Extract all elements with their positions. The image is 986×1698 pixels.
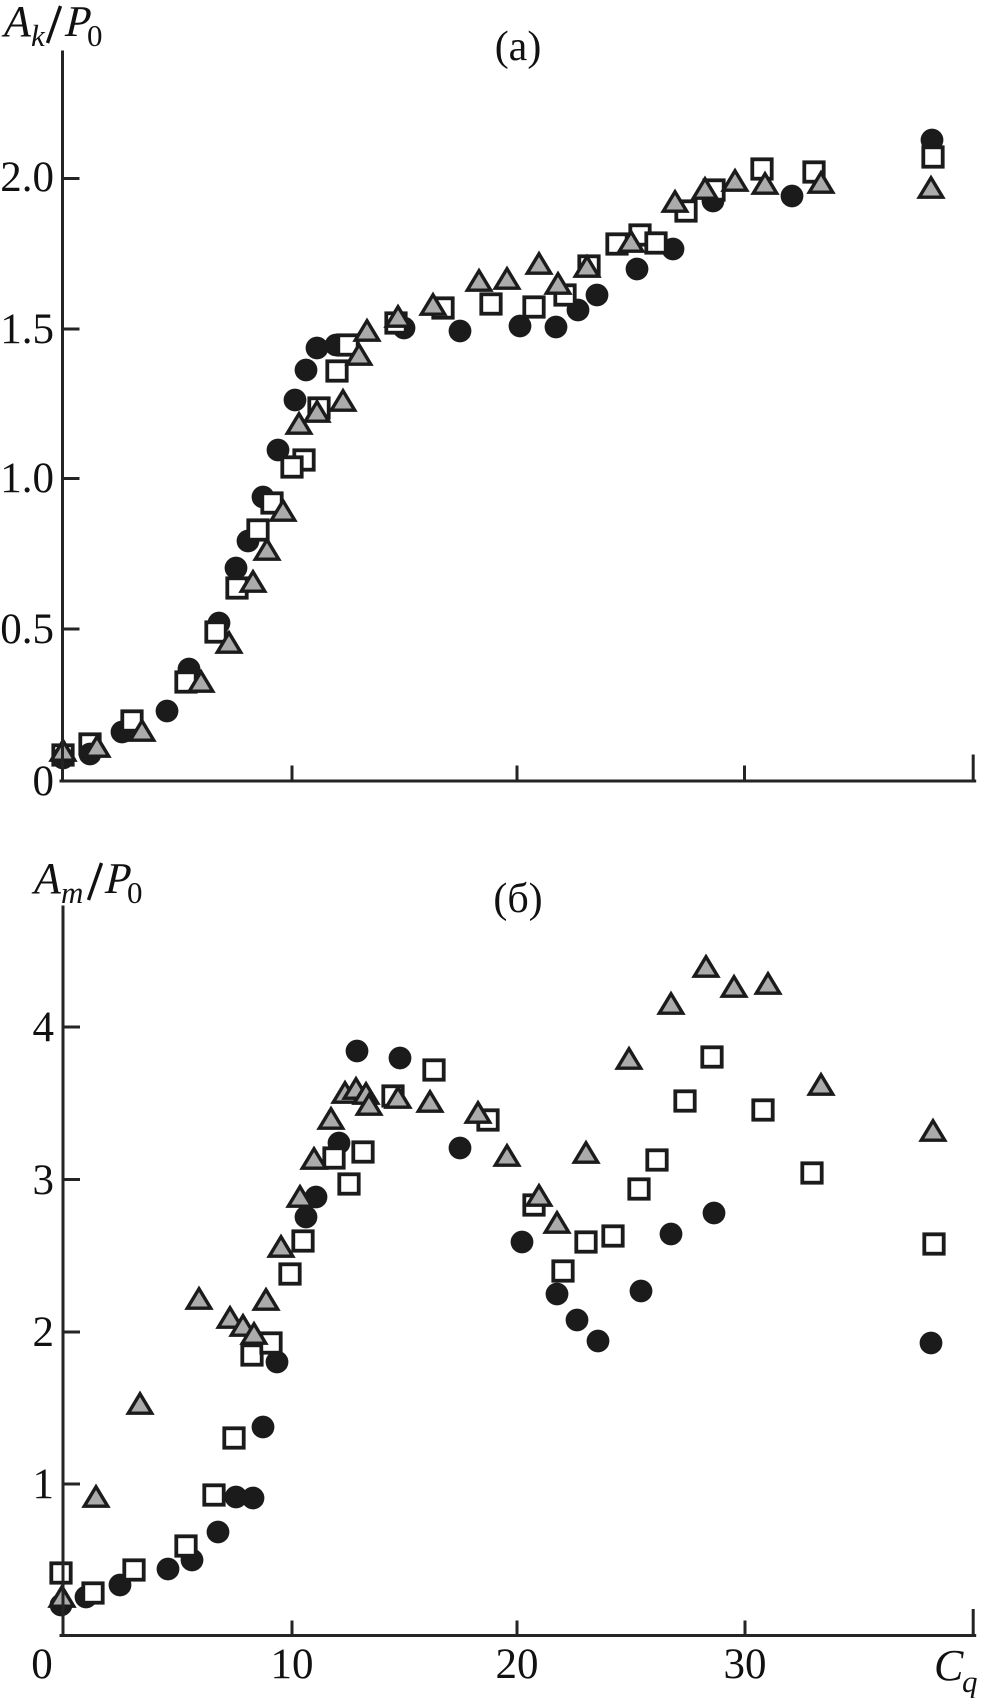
svg-text:0: 0 [33, 758, 55, 805]
svg-text:2.0: 2.0 [0, 154, 54, 201]
svg-text:30: 30 [724, 1641, 767, 1688]
svg-text:k: k [31, 18, 46, 53]
svg-text:20: 20 [496, 1641, 539, 1688]
svg-text:A: A [31, 854, 62, 903]
svg-text:4: 4 [33, 1004, 55, 1051]
svg-text:C: C [934, 1641, 964, 1690]
svg-text:3: 3 [33, 1157, 55, 1204]
svg-text:m: m [61, 875, 83, 910]
svg-text:0.5: 0.5 [0, 606, 54, 653]
svg-text:1.5: 1.5 [0, 306, 54, 353]
svg-text:1.0: 1.0 [0, 455, 54, 502]
svg-text:1: 1 [33, 1461, 55, 1508]
svg-text:2: 2 [33, 1309, 55, 1356]
svg-text:0: 0 [31, 1641, 53, 1688]
svg-text:(б): (б) [493, 876, 542, 922]
svg-text:q: q [962, 1664, 978, 1698]
svg-text:0: 0 [87, 18, 103, 53]
svg-text:(а): (а) [495, 24, 542, 70]
svg-text:10: 10 [271, 1641, 314, 1688]
svg-text:A: A [1, 0, 32, 46]
svg-text:0: 0 [127, 875, 143, 910]
